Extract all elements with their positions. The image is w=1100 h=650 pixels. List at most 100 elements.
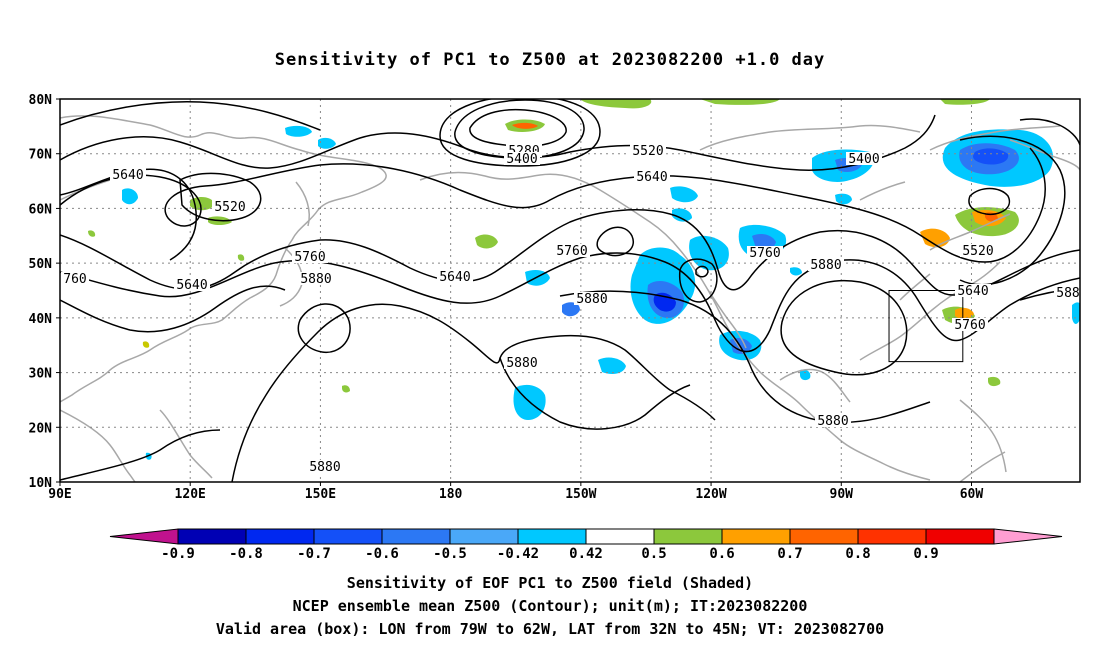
contour-label-bg bbox=[504, 152, 540, 165]
contour-5280 bbox=[469, 108, 567, 148]
colorbar-segment bbox=[925, 528, 995, 545]
sensitivity-shading bbox=[88, 99, 1080, 460]
contour-label-bg bbox=[634, 170, 670, 183]
lat-label: 20N bbox=[29, 421, 53, 436]
valid-area-box bbox=[888, 290, 964, 363]
contour-label: 5760 bbox=[556, 244, 587, 259]
contour-label: 5640 bbox=[957, 284, 988, 299]
colorbar-segment bbox=[721, 528, 791, 545]
contour-label-bg bbox=[110, 168, 146, 181]
map-title: Sensitivity of PC1 to Z500 at 2023082200… bbox=[274, 50, 826, 70]
contour-label: 5880 bbox=[576, 292, 607, 307]
colorbar-label: -0.8 bbox=[229, 546, 263, 562]
contour-low-ne bbox=[968, 187, 1011, 216]
colorbar-label: 0.9 bbox=[913, 546, 938, 562]
contour-label-bg bbox=[952, 318, 988, 331]
negative-sensitivity-areas bbox=[122, 125, 1080, 460]
contour-5640-nw bbox=[60, 168, 197, 261]
contour-label: 5760 bbox=[954, 318, 985, 333]
contour-5760 bbox=[60, 252, 1080, 353]
contour-label-bg bbox=[307, 460, 343, 473]
contour-label: 5880 bbox=[817, 414, 848, 429]
contour-label-bg bbox=[212, 200, 248, 213]
contour-label: 5880 bbox=[810, 258, 841, 273]
colorbar-label: -0.5 bbox=[433, 546, 467, 562]
longitude-labels: 90E 120E 150E 180 150W 120W 90W 60W bbox=[48, 482, 983, 502]
colorbar-segment bbox=[517, 528, 587, 545]
colorbar-label: 0.6 bbox=[709, 546, 734, 562]
contour-label-bg bbox=[815, 414, 851, 427]
colorbar-segment bbox=[245, 528, 315, 545]
contour-label-bg bbox=[1054, 286, 1082, 299]
coastlines bbox=[60, 115, 1080, 482]
colorbar-label: -0.7 bbox=[297, 546, 331, 562]
lat-label: 40N bbox=[29, 312, 53, 327]
colorbar-left-arrow bbox=[109, 528, 179, 545]
caption-shading: Sensitivity of EOF PC1 to Z500 field (Sh… bbox=[346, 574, 754, 592]
contour-5880-na bbox=[559, 290, 931, 424]
lon-label: 90E bbox=[48, 487, 71, 502]
contour-5880-ring bbox=[297, 303, 351, 353]
contour-label-bg bbox=[955, 284, 991, 297]
colorbar-segment bbox=[789, 528, 859, 545]
colorbar-segment bbox=[381, 528, 451, 545]
contour-label-bg bbox=[846, 152, 882, 165]
contour-label: 5640 bbox=[439, 270, 470, 285]
lat-label: 30N bbox=[29, 367, 53, 382]
colorbar-label: -0.9 bbox=[161, 546, 195, 562]
lat-label: 60N bbox=[29, 202, 53, 217]
contour-5880-east bbox=[60, 429, 221, 481]
colorbar-label: -0.6 bbox=[365, 546, 399, 562]
caption-valid-area: Valid area (box): LON from 79W to 62W, L… bbox=[215, 620, 885, 638]
colorbar-labels: -0.9 -0.8 -0.7 -0.6 -0.5 -0.42 0.42 0.5 0.6 0.7 0.… bbox=[161, 546, 939, 562]
lon-label: 120W bbox=[695, 487, 726, 502]
contour-label-bg bbox=[747, 246, 783, 259]
lat-label: 50N bbox=[29, 257, 53, 272]
contour-label-bg bbox=[574, 292, 610, 305]
contour-low-pacific bbox=[596, 226, 635, 257]
contour-label-bg bbox=[808, 258, 844, 271]
contour-label-bg bbox=[960, 244, 996, 257]
contour-label-bg bbox=[504, 356, 540, 369]
caption-contour: NCEP ensemble mean Z500 (Contour); unit(… bbox=[292, 597, 808, 615]
contour-label: 5880 bbox=[300, 272, 331, 287]
contour-label: 5400 bbox=[506, 152, 537, 167]
colorbar-right-arrow bbox=[993, 528, 1063, 545]
colorbar-label: 0.8 bbox=[845, 546, 870, 562]
lat-lon-grid bbox=[60, 99, 1080, 482]
lon-label: 180 bbox=[439, 487, 463, 502]
contour-label-bg bbox=[61, 272, 89, 285]
contour-label: 5400 bbox=[848, 152, 879, 167]
contour-5880-atlantic bbox=[780, 280, 908, 376]
contour-5520 bbox=[60, 147, 1046, 263]
contour-label-bg bbox=[630, 144, 666, 157]
colorbar-segment bbox=[177, 528, 247, 545]
contour-label: 5640 bbox=[112, 168, 143, 183]
colorbar-label: 0.5 bbox=[641, 546, 666, 562]
contour-low-west bbox=[678, 258, 718, 303]
contour-top-arc bbox=[60, 100, 321, 131]
contour-high-east-2 bbox=[959, 135, 1066, 286]
contour-label-bg bbox=[554, 244, 590, 257]
colorbar-label: 0.42 bbox=[569, 546, 603, 562]
contour-label: 5520 bbox=[632, 144, 663, 159]
contour-label: 5760 bbox=[749, 246, 780, 261]
contour-nw-lows bbox=[60, 285, 286, 333]
lon-label: 60W bbox=[960, 487, 984, 502]
contour-label: 5760 bbox=[294, 250, 325, 265]
contour-label: 5880 bbox=[506, 356, 537, 371]
contour-label: 5640 bbox=[176, 278, 207, 293]
colorbar-segment bbox=[313, 528, 383, 545]
plot-frame bbox=[59, 98, 1081, 483]
latitude-labels: 80N 70N 60N 50N 40N 30N 20N 10N bbox=[29, 93, 60, 491]
contour-high-east-1 bbox=[1019, 118, 1080, 146]
colorbar-segment bbox=[585, 528, 655, 545]
lon-label: 120E bbox=[175, 487, 206, 502]
contour-label: 5880 bbox=[309, 460, 340, 475]
lon-label: 90W bbox=[830, 487, 854, 502]
colorbar-label: 0.7 bbox=[777, 546, 802, 562]
lon-label: 150W bbox=[565, 487, 596, 502]
contour-label: 5640 bbox=[636, 170, 667, 185]
